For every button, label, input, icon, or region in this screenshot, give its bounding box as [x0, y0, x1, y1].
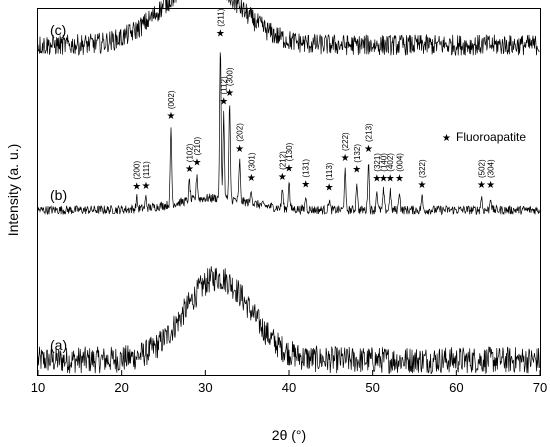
peak-label: (131) [302, 159, 311, 178]
plot-frame [37, 8, 541, 376]
peak-label: (140) [380, 153, 389, 172]
peak-label: (202) [236, 123, 245, 142]
peak-label: (300) [226, 67, 235, 86]
peak-star: ★ [192, 158, 201, 169]
peak-label: (111) [142, 161, 151, 179]
legend: ★ Fluoroapatite [442, 130, 526, 144]
peak-label: (002) [167, 90, 176, 109]
series-label: (a) [50, 337, 67, 353]
peak-annotations: ★(200)★(111)★(002)★(102)★(210)★(211)★(11… [132, 8, 495, 193]
legend-label: Fluoroapatite [456, 130, 526, 144]
peak-label: (304) [487, 159, 496, 178]
peak-label: (102) [185, 143, 194, 162]
peak-label: (130) [285, 142, 294, 161]
peak-star: ★ [167, 111, 176, 122]
peak-star: ★ [395, 174, 404, 185]
legend-star-icon: ★ [442, 133, 451, 144]
peak-star: ★ [185, 164, 194, 175]
peak-label: (322) [418, 159, 427, 178]
peak-label: (321) [373, 153, 382, 172]
peak-star: ★ [285, 163, 294, 174]
peak-label: (112) [220, 76, 229, 94]
peak-star: ★ [247, 173, 256, 184]
peak-star: ★ [219, 96, 228, 107]
x-tick-label: 50 [365, 380, 379, 395]
x-tick-label: 60 [449, 380, 463, 395]
peak-label: (502) [477, 159, 486, 178]
peak-star: ★ [486, 180, 495, 191]
peak-label: (402) [386, 153, 395, 172]
peak-label: (301) [247, 152, 256, 171]
series-line [37, 52, 540, 216]
peak-star: ★ [352, 165, 361, 176]
y-axis-title: Intensity (a. u.) [5, 144, 21, 237]
peak-star: ★ [386, 174, 395, 185]
x-tick-label: 20 [114, 380, 128, 395]
series-label: (b) [50, 187, 67, 203]
x-axis-title: 2θ (°) [272, 427, 306, 443]
peak-label: (222) [341, 132, 350, 151]
peak-star: ★ [364, 144, 373, 155]
peak-label: (212) [278, 151, 287, 170]
x-tick-label: 40 [282, 380, 296, 395]
peak-star: ★ [235, 144, 244, 155]
peak-label: (213) [364, 123, 373, 142]
peak-label: (004) [395, 153, 404, 172]
x-tick-label: 70 [533, 380, 547, 395]
peak-label: (200) [133, 161, 142, 180]
peak-star: ★ [418, 180, 427, 191]
x-ticks: 10 20 30 40 50 60 70 [31, 370, 547, 395]
x-tick-label: 10 [31, 380, 45, 395]
peak-star: ★ [225, 88, 234, 99]
peak-star: ★ [477, 180, 486, 191]
peak-label: (132) [353, 144, 362, 163]
series-line [37, 0, 540, 57]
peak-star: ★ [301, 180, 310, 191]
series-line [37, 266, 540, 375]
peak-star: ★ [379, 174, 388, 185]
peak-star: ★ [278, 172, 287, 183]
x-tick-label: 30 [198, 380, 212, 395]
peak-label: (211) [216, 8, 225, 26]
peak-star: ★ [216, 29, 225, 40]
peak-star: ★ [372, 174, 381, 185]
peak-star: ★ [141, 181, 150, 192]
peak-star: ★ [325, 183, 334, 194]
peak-star: ★ [341, 153, 350, 164]
series-label: (c) [50, 22, 66, 38]
traces: (a) (b) (c) [37, 0, 540, 375]
peak-label: (210) [193, 137, 202, 156]
peak-label: (113) [325, 162, 334, 180]
peak-star: ★ [132, 182, 141, 193]
